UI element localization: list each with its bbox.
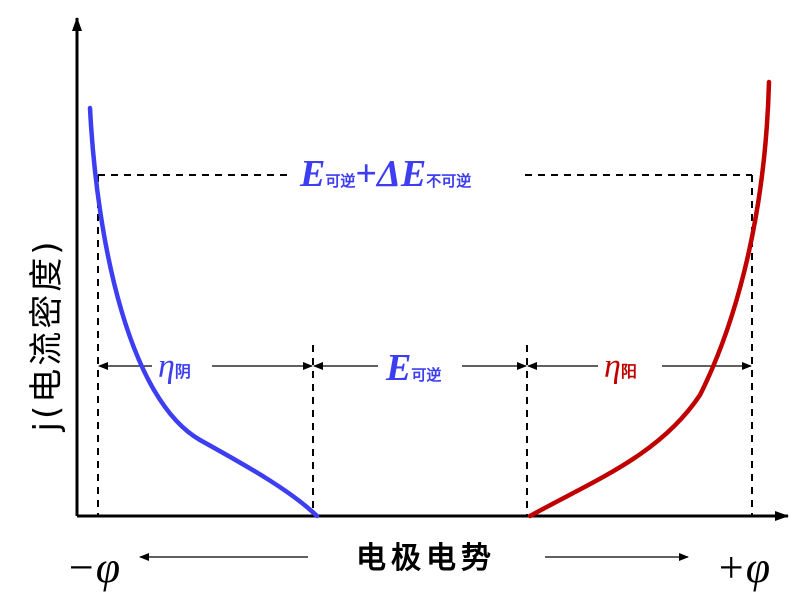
positive-phi-label: +φ — [716, 543, 770, 592]
eta-cathode-label: η阴 — [158, 348, 191, 385]
delta-e-subscript: 不可逆 — [426, 172, 471, 190]
cathode-polarization-curve — [87, 105, 320, 519]
total-potential-label: E可逆+ΔE不可逆 — [299, 153, 471, 195]
e-rev-subscript: 可逆 — [411, 366, 441, 384]
eta-symbol: η — [158, 348, 175, 385]
eta-anode-label: η阳 — [604, 348, 637, 385]
e-subscript: 可逆 — [325, 172, 355, 190]
e-reversible-label: E可逆 — [385, 347, 441, 389]
eta-subscript: 阴 — [175, 362, 191, 381]
eta-anode-symbol: η — [604, 348, 621, 385]
e-rev-symbol: E — [385, 347, 411, 389]
anode-polarization-curve — [527, 79, 772, 519]
x-axis-label: 电极电势 — [356, 541, 496, 576]
plus-sign: + — [355, 153, 377, 195]
eta-anode-subscript: 阳 — [621, 362, 637, 381]
y-axis-label: j(电流密度) — [27, 239, 67, 433]
e-symbol: E — [299, 153, 325, 195]
delta-e-symbol: ΔE — [375, 153, 426, 195]
negative-phi-label: −φ — [66, 543, 120, 592]
